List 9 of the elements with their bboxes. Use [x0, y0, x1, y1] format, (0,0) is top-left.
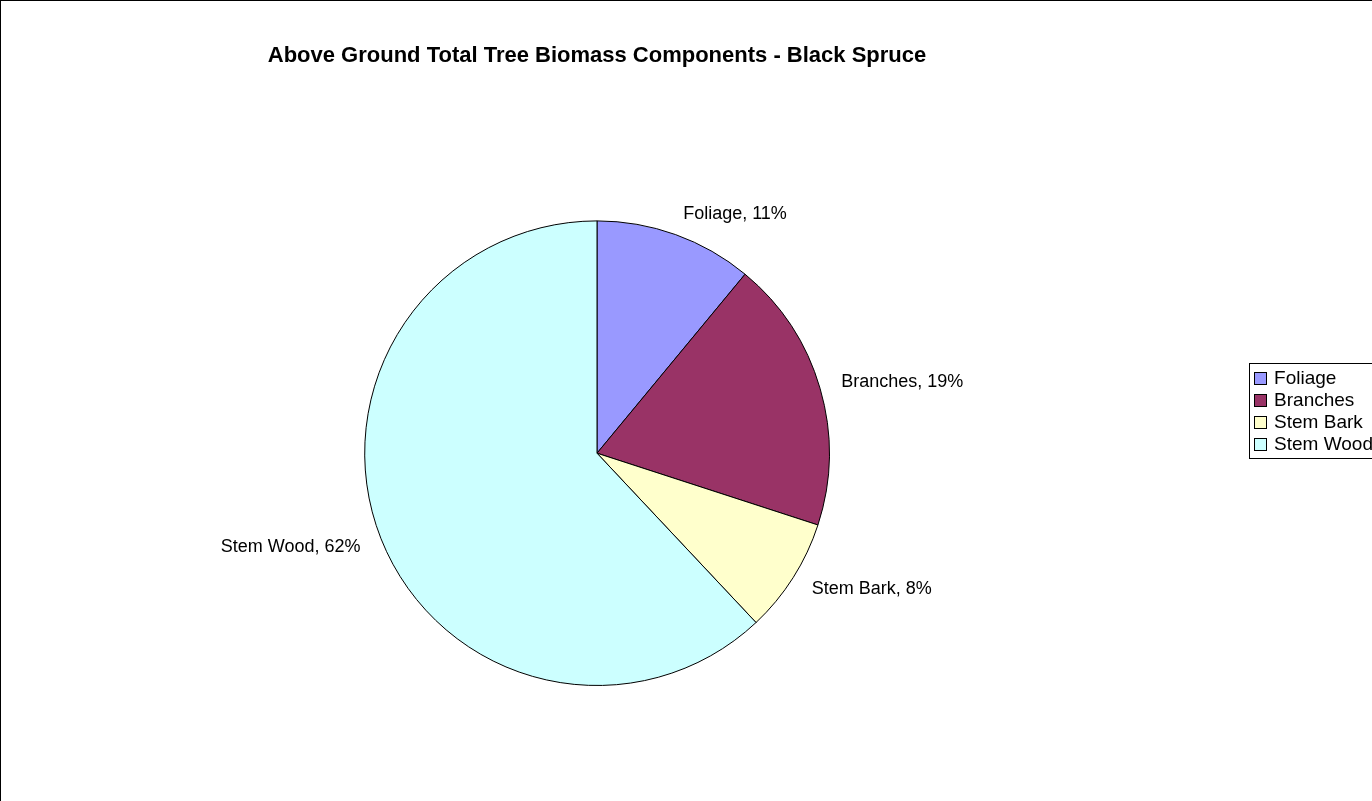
chart-title: Above Ground Total Tree Biomass Components - Black Spruce: [267, 42, 927, 68]
legend-label: Foliage: [1274, 367, 1337, 389]
data-label: Branches, 19%: [841, 371, 964, 392]
data-label: Stem Bark, 8%: [811, 578, 932, 599]
data-label: Foliage, 11%: [683, 202, 787, 223]
legend-label: Branches: [1274, 389, 1355, 411]
data-label: Stem Wood, 62%: [220, 535, 361, 556]
legend-label: Stem Wood: [1274, 433, 1372, 455]
legend-label: Stem Bark: [1274, 411, 1363, 433]
